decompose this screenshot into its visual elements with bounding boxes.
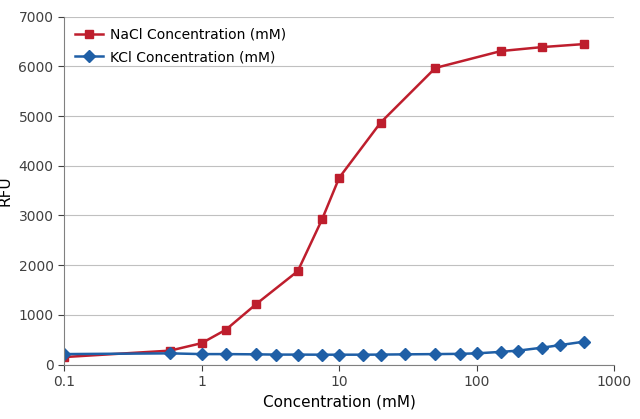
KCl Concentration (mM) [360, 352, 367, 357]
Legend: NaCl Concentration (mM), KCl Concentration (mM): NaCl Concentration (mM), KCl Concentrati… [71, 24, 290, 68]
KCl Concentration (mM) [60, 352, 68, 357]
NaCl Concentration (mM) [253, 301, 260, 306]
KCl Concentration (mM) [539, 345, 547, 350]
NaCl Concentration (mM) [431, 65, 439, 70]
NaCl Concentration (mM) [294, 269, 301, 274]
NaCl Concentration (mM) [377, 120, 385, 125]
NaCl Concentration (mM) [222, 327, 230, 332]
NaCl Concentration (mM) [166, 348, 174, 353]
Line: NaCl Concentration (mM): NaCl Concentration (mM) [60, 40, 588, 361]
KCl Concentration (mM) [198, 352, 205, 357]
Y-axis label: RFU: RFU [0, 175, 13, 206]
KCl Concentration (mM) [580, 339, 588, 344]
KCl Concentration (mM) [294, 352, 301, 357]
KCl Concentration (mM) [401, 352, 409, 357]
KCl Concentration (mM) [377, 352, 385, 357]
KCl Concentration (mM) [318, 352, 326, 357]
KCl Concentration (mM) [335, 352, 343, 357]
Line: KCl Concentration (mM): KCl Concentration (mM) [60, 338, 588, 359]
NaCl Concentration (mM) [497, 49, 505, 54]
KCl Concentration (mM) [431, 352, 439, 357]
KCl Concentration (mM) [515, 348, 522, 353]
NaCl Concentration (mM) [539, 44, 547, 49]
NaCl Concentration (mM) [60, 354, 68, 360]
X-axis label: Concentration (mM): Concentration (mM) [263, 395, 415, 409]
KCl Concentration (mM) [273, 352, 280, 357]
NaCl Concentration (mM) [335, 175, 343, 180]
KCl Concentration (mM) [253, 352, 260, 357]
KCl Concentration (mM) [166, 351, 174, 356]
KCl Concentration (mM) [473, 351, 481, 356]
KCl Concentration (mM) [456, 352, 463, 357]
NaCl Concentration (mM) [580, 41, 588, 47]
NaCl Concentration (mM) [198, 341, 205, 346]
NaCl Concentration (mM) [318, 217, 326, 222]
KCl Concentration (mM) [556, 343, 563, 348]
KCl Concentration (mM) [497, 349, 505, 354]
KCl Concentration (mM) [222, 352, 230, 357]
